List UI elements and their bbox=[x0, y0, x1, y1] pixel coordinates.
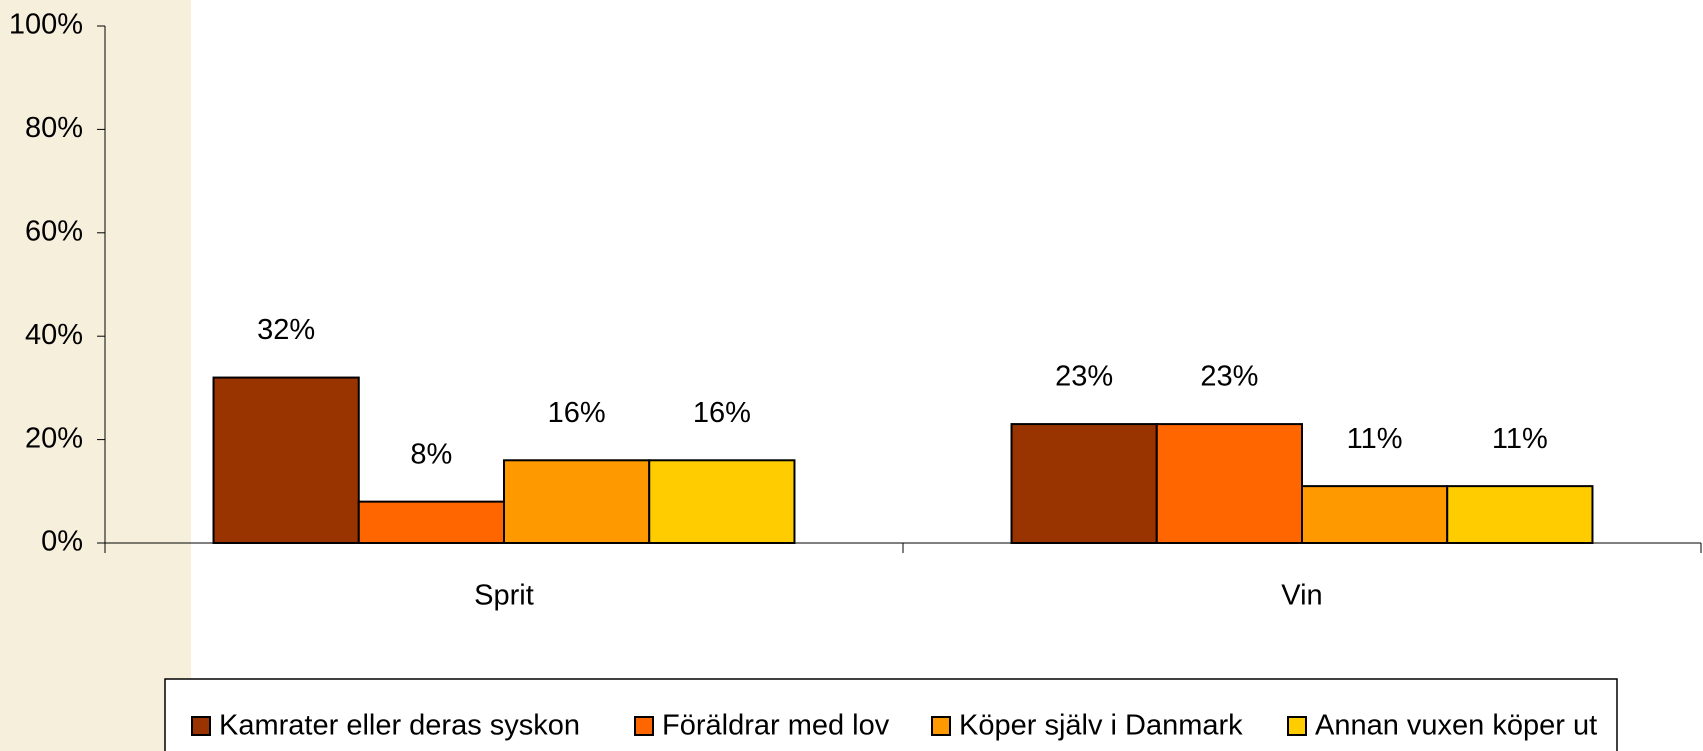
x-tick-label: Vin bbox=[1281, 580, 1322, 612]
bar bbox=[1010, 423, 1158, 544]
bar bbox=[1301, 485, 1449, 545]
value-label: 11% bbox=[1347, 423, 1403, 455]
bar bbox=[1446, 485, 1594, 545]
y-tick-label: 100% bbox=[9, 9, 83, 41]
value-label: 16% bbox=[548, 397, 606, 429]
y-tick-label: 60% bbox=[25, 215, 83, 247]
x-tick-label: Sprit bbox=[474, 580, 534, 612]
bar bbox=[212, 376, 360, 544]
side-strip bbox=[0, 0, 191, 751]
legend-label: Föräldrar med lov bbox=[662, 710, 890, 742]
legend-swatch bbox=[634, 716, 654, 736]
legend-swatch bbox=[1287, 716, 1307, 736]
legend-label: Kamrater eller deras syskon bbox=[219, 710, 580, 742]
y-tick-label: 0% bbox=[41, 526, 83, 558]
legend-box bbox=[164, 678, 1618, 751]
bar bbox=[1155, 423, 1304, 544]
legend-swatch bbox=[191, 716, 211, 736]
value-label: 23% bbox=[1055, 361, 1113, 393]
legend-swatch bbox=[931, 716, 951, 736]
value-label: 8% bbox=[410, 438, 452, 470]
bar bbox=[648, 459, 796, 544]
bar bbox=[503, 459, 651, 544]
y-tick-label: 20% bbox=[25, 422, 83, 454]
value-label: 32% bbox=[257, 314, 315, 346]
value-label: 23% bbox=[1200, 361, 1258, 393]
y-tick-label: 80% bbox=[25, 112, 83, 144]
value-label: 16% bbox=[693, 397, 751, 429]
value-label: 11% bbox=[1492, 423, 1548, 455]
y-tick-label: 40% bbox=[25, 319, 83, 351]
legend-label: Köper själv i Danmark bbox=[959, 710, 1243, 742]
bar bbox=[357, 500, 505, 545]
legend-label: Annan vuxen köper ut bbox=[1315, 710, 1597, 742]
